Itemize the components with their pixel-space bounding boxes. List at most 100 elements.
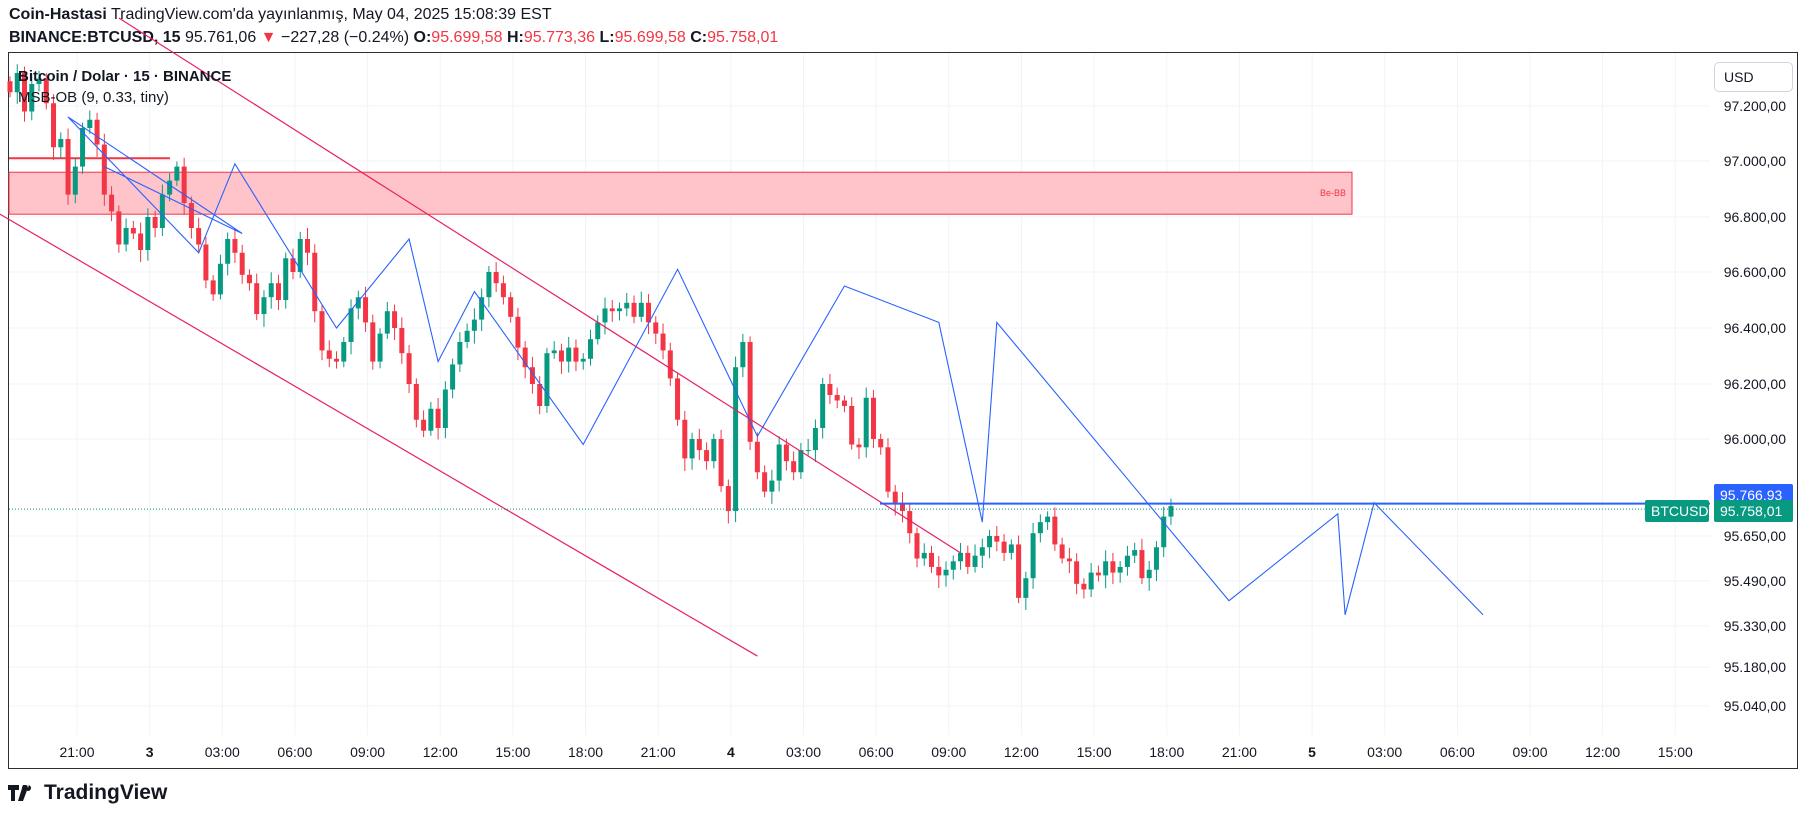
x-tick-label: 3	[146, 744, 154, 760]
candle-body	[1095, 572, 1101, 576]
candle-body	[334, 358, 340, 362]
candle	[1001, 534, 1007, 562]
candle	[167, 173, 173, 202]
candle	[943, 561, 949, 587]
candle	[958, 543, 964, 570]
candle	[319, 305, 325, 361]
close-label: C:	[690, 29, 708, 46]
candle-body	[899, 502, 905, 512]
candle	[624, 293, 630, 317]
candle	[80, 122, 86, 174]
candle	[769, 469, 775, 504]
candle-body	[682, 419, 688, 459]
candle-body	[943, 569, 949, 576]
candle	[776, 436, 782, 492]
candle	[7, 76, 13, 98]
candle-body	[870, 397, 876, 439]
candle-body	[1146, 569, 1152, 579]
candle-body	[812, 428, 818, 451]
candle	[341, 336, 347, 368]
candle	[36, 70, 42, 92]
candle	[1059, 537, 1065, 564]
currency-button[interactable]: USD	[1714, 62, 1793, 92]
candle	[827, 373, 833, 405]
candle-body	[1066, 558, 1072, 562]
candle-body	[725, 486, 731, 512]
candle	[1023, 571, 1029, 610]
candle	[283, 252, 289, 309]
candle	[348, 299, 354, 355]
change-value: −227,28 (−0.24%)	[280, 29, 410, 46]
candle	[174, 161, 180, 186]
candle	[675, 373, 681, 426]
candle-body	[51, 103, 57, 148]
candle-body	[1081, 583, 1087, 590]
candle	[602, 297, 608, 335]
candle	[29, 73, 35, 121]
candle	[820, 377, 826, 439]
indicator-title[interactable]: MSB-OB (9, 0.33, tiny)	[18, 89, 169, 106]
order-block-zone	[8, 171, 1353, 215]
candle	[522, 341, 528, 379]
candle	[566, 336, 572, 373]
candle	[1132, 542, 1138, 563]
candle	[145, 208, 151, 261]
candle-body	[827, 384, 833, 395]
high-value: 95.773,36	[523, 29, 596, 46]
candle-body	[297, 239, 303, 272]
candle	[696, 428, 702, 461]
candle	[58, 132, 64, 159]
candle-body	[508, 297, 514, 317]
candle	[109, 186, 115, 222]
candle-body	[188, 203, 194, 228]
tradingview-logo[interactable]: TradingView	[8, 780, 167, 806]
symbol-label: BINANCE:BTCUSD, 15	[9, 29, 181, 46]
candle-body	[689, 439, 695, 459]
candle	[326, 340, 332, 368]
candle-body	[87, 119, 93, 128]
candle-body	[7, 81, 13, 93]
candle	[65, 128, 71, 205]
x-tick-label: 06:00	[277, 744, 312, 760]
candle	[834, 387, 840, 409]
candle	[72, 158, 78, 204]
candle-body	[921, 552, 927, 559]
candle	[130, 220, 136, 239]
candle	[246, 269, 252, 291]
candle	[870, 390, 876, 448]
candle	[1008, 539, 1014, 560]
candle-body	[101, 144, 107, 195]
candle-body	[1088, 572, 1094, 590]
x-tick-label: 06:00	[859, 744, 894, 760]
candle	[812, 419, 818, 463]
candle-body	[413, 384, 419, 420]
author-name[interactable]: Coin-Hastasi	[9, 6, 107, 23]
candle-body	[479, 297, 485, 320]
instrument-title[interactable]: Bitcoin / Dolar · 15 · BINANCE	[18, 68, 232, 85]
candle-body	[551, 350, 557, 354]
candle	[493, 262, 499, 292]
candle	[1016, 535, 1022, 604]
candle	[711, 433, 717, 469]
candle-body	[406, 353, 412, 384]
high-label: H:	[506, 29, 524, 46]
candle	[94, 112, 100, 157]
channel-lower-line	[0, 213, 758, 657]
candle	[51, 94, 57, 160]
candle	[1095, 565, 1101, 582]
candle	[1066, 547, 1072, 574]
header-line-1: Coin-Hastasi TradingView.com'da yayınlan…	[9, 6, 552, 24]
candle	[979, 538, 985, 569]
candle	[479, 288, 485, 332]
candle	[907, 503, 913, 544]
candle-body	[704, 450, 710, 462]
candle-body	[936, 566, 942, 576]
candle	[290, 248, 296, 280]
candle-body	[493, 272, 499, 284]
candle	[791, 451, 797, 481]
candle	[725, 479, 731, 524]
candle-body	[1001, 541, 1007, 553]
candle-body	[348, 308, 354, 342]
candle-body	[892, 491, 898, 503]
